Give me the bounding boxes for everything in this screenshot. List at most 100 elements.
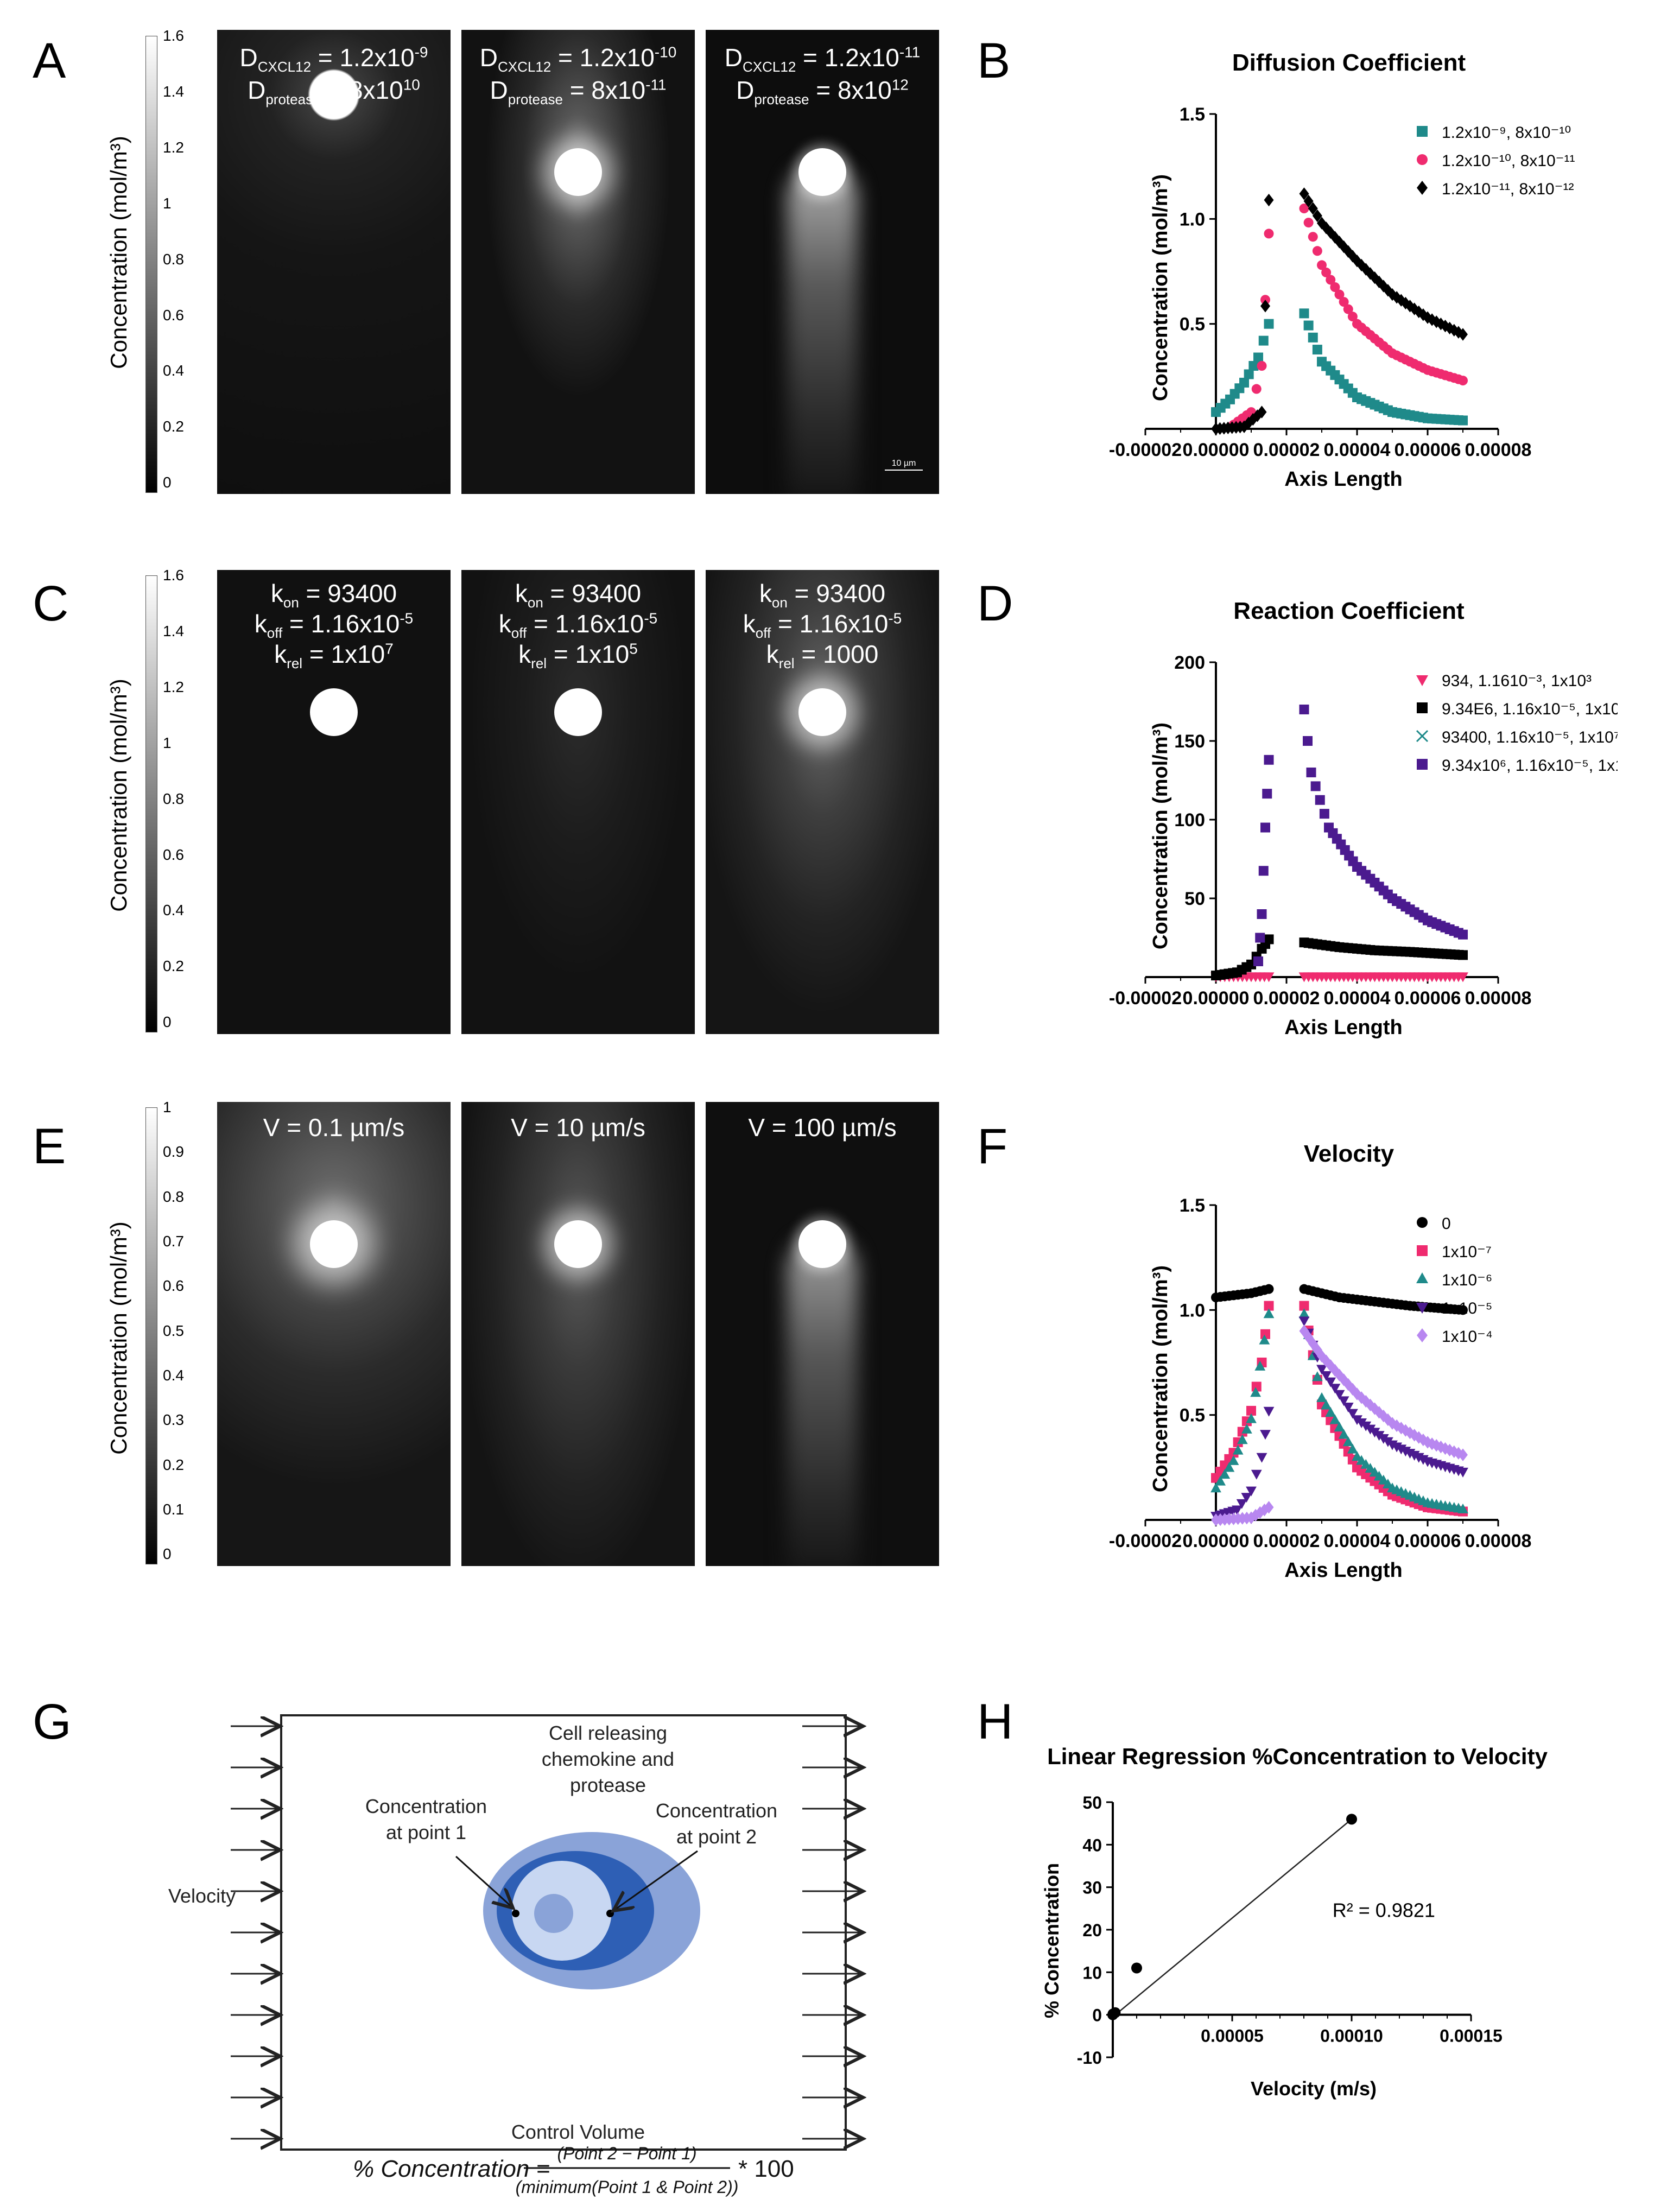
data-point [1310,781,1321,791]
data-point [1260,822,1270,833]
data-point [1330,282,1340,292]
legend-item: 0 [1417,1215,1451,1233]
legend-label: 1x10⁻⁵ [1442,1300,1492,1317]
data-point [1299,187,1309,200]
data-point [1232,1444,1244,1455]
series-1 [1228,204,1468,430]
data-point [1256,1453,1267,1463]
data-point [1347,312,1358,322]
data-point [1215,1475,1226,1486]
colorbar-tick-label: 0.5 [163,1322,184,1339]
data-point [1457,972,1468,983]
colorbar-tick-label: 1.4 [163,83,184,100]
series-1 [1211,1301,1468,1517]
colorbar-tick-label: 0.9 [163,1143,184,1161]
legend-item: 1.2x10⁻¹¹, 8x10⁻¹² [1417,180,1574,198]
data-point [1298,1316,1310,1327]
legend-label: 1.2x10⁻⁹, 8x10⁻¹⁰ [1442,124,1571,142]
x-axis-label: Axis Length [1284,1016,1402,1039]
data-point [1416,730,1429,743]
colorbar-tick-label: 1 [163,1099,172,1115]
data-point [1228,1455,1239,1465]
data-point [1316,1392,1327,1402]
y-tick-label: 50 [1082,1793,1102,1812]
data-point [1417,154,1428,165]
data-point [1299,1301,1309,1311]
data-point [1458,376,1468,386]
colorbar-title: Concentration (mol/m³) [106,136,131,369]
chart-title: Diffusion Coefficient [1232,49,1466,76]
x-tick-label: 0.00008 [1465,1531,1532,1551]
colorbar-tick-label: 1.6 [163,567,184,584]
data-point [1260,1430,1271,1440]
legend-label: 1.2x10⁻¹⁰, 8x10⁻¹¹ [1442,152,1575,170]
data-point [1264,193,1274,207]
cell-glow [798,1220,846,1268]
data-point [1347,1409,1358,1419]
x-tick-label: 0.00004 [1324,988,1391,1009]
formula-lhs: % Concentration = [353,2156,550,2182]
legend-item: 1.2x10⁻¹⁰, 8x10⁻¹¹ [1417,152,1575,170]
sim-label-line2: Dprotease = 8x1010 [248,76,420,108]
x-axis-label: Axis Length [1284,468,1402,491]
data-point [1255,1506,1265,1519]
data-point [1264,1284,1274,1294]
data-point [1449,324,1459,337]
data-point [1241,1493,1252,1503]
data-point [1264,319,1274,329]
data-point [1224,1462,1235,1472]
data-point [1250,1387,1262,1397]
cell-nucleus [534,1894,573,1933]
data-point [1417,1245,1428,1256]
colorbar-ticks: 1.6 1.4 1.2 1 0.8 0.6 0.4 0.2 0 [163,567,206,1039]
point-2-marker [606,1910,614,1917]
data-point [1251,384,1262,394]
data-point [1232,1505,1243,1516]
panel-label-c: C [33,576,69,631]
data-point [1325,1377,1336,1387]
data-point [1312,209,1322,223]
data-point [1241,1423,1252,1434]
x-tick-label: 0.00004 [1324,440,1391,460]
data-point [1361,1395,1371,1408]
colorbar-tick-label: 1.6 [163,27,184,44]
x-tick-label: 0.00005 [1201,2026,1264,2046]
data-point [1257,361,1267,371]
data-point [1110,2007,1121,2018]
data-point [1298,1308,1310,1319]
colorbar-tick-label: 0 [163,1013,172,1031]
simulation-image: kon = 93400 koff = 1.16x10-5 krel = 1x10… [217,570,451,1034]
colorbar-tick-label: 0.6 [163,306,184,324]
point-2-label: at point 2 [676,1826,757,1848]
data-point [1326,1359,1336,1372]
data-point [1239,420,1249,433]
data-point [1131,1962,1142,1974]
chart-title: Linear Regression %Concentration to Velo… [1047,1744,1548,1769]
data-point [1343,304,1353,314]
x-tick-label: 0.00015 [1440,2026,1503,2046]
colorbar-tick-label: 1.2 [163,138,184,156]
simulation-image: kon = 93400 koff = 1.16x10-5 krel = 1000 [706,570,939,1034]
plume [787,1238,858,1566]
y-tick-label: 1.5 [1180,1195,1205,1216]
colorbar-tick-label: 0 [163,474,172,491]
colorbar-gradient [145,36,157,493]
data-point [1392,291,1402,304]
colorbar-tick-label: 0.8 [163,250,184,268]
chart-diffusion-coefficient: Diffusion Coefficient-0.00002 0.00000 0.00… [1109,49,1575,491]
data-point [1338,1429,1349,1439]
kon-label: kon = 93400 [759,579,886,611]
colorbar-tick-label: 0.8 [163,790,184,807]
data-point [1417,1217,1428,1228]
cell-label: protease [570,1774,646,1796]
legend-item: 1x10⁻⁷ [1417,1243,1492,1261]
krel-label: krel = 1000 [766,640,879,672]
y-tick-label: 20 [1082,1921,1102,1940]
panel-label-d: D [977,576,1013,631]
data-point [1257,405,1267,419]
inflow-arrows [231,1726,280,2139]
legend-item: 93400, 1.16x10⁻⁵, 1x10⁷ [1416,728,1618,746]
point-2-arrow [613,1850,698,1911]
simulation-image: DCXCL12 = 1.2x10-11 Dprotease = 8x1012 1… [706,30,939,494]
y-tick-label: 40 [1082,1835,1102,1855]
